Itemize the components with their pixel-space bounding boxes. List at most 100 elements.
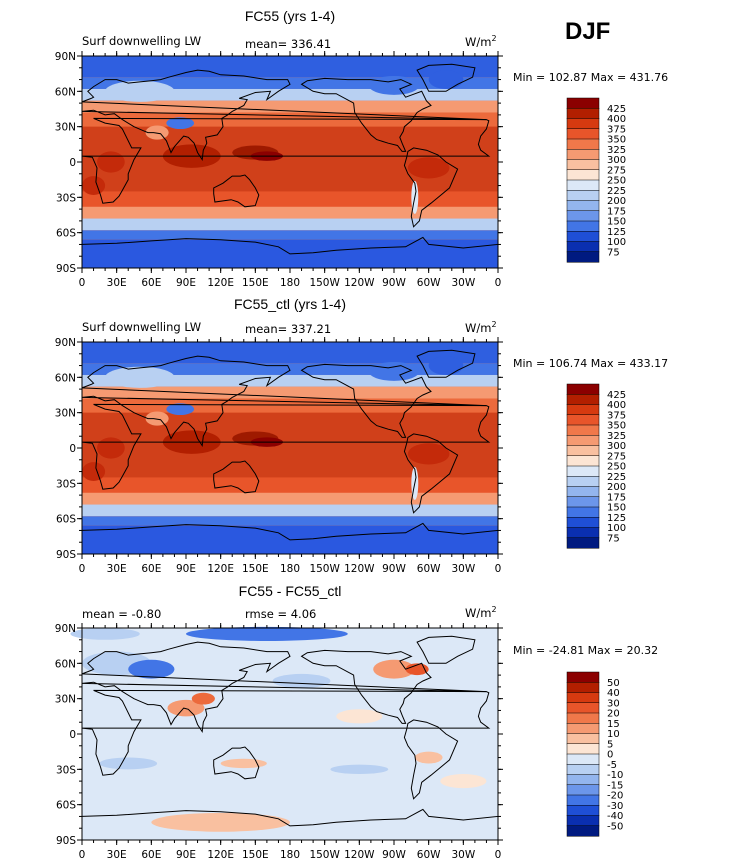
colorbar-label: 30 xyxy=(607,698,620,709)
panel-2-lon-label: 30E xyxy=(107,563,127,575)
colorbar-swatch xyxy=(566,435,600,447)
colorbar-label: 400 xyxy=(607,400,626,411)
panel-1-lon-label: 60W xyxy=(417,277,441,289)
colorbar-label: -20 xyxy=(607,791,623,802)
panel-3-lat-label: 30N xyxy=(55,694,76,706)
panel-1-variable-label: Surf downwelling LW xyxy=(82,34,202,48)
panel-1-lat-label: 90N xyxy=(55,51,76,63)
colorbar-swatch xyxy=(566,138,600,150)
panel-2-lon-label: 60E xyxy=(141,563,161,575)
panel-3-lat-label: 60N xyxy=(55,658,76,670)
panel-3-lat-label: 0 xyxy=(69,729,76,741)
panel-3-lat-label: 60S xyxy=(56,800,76,812)
colorbar-label: 20 xyxy=(607,709,620,720)
colorbar-label: 300 xyxy=(607,155,626,166)
colorbar-swatch xyxy=(566,825,600,837)
panel-2-lat-label: 90N xyxy=(55,337,76,349)
colorbar-label: 150 xyxy=(607,503,626,514)
colorbar-swatch xyxy=(566,517,600,529)
panel-3-lon-label: 150E xyxy=(242,849,269,861)
colorbar-swatch xyxy=(566,159,600,171)
panel-1-lon-label: 150W xyxy=(309,277,340,289)
colorbar-swatch xyxy=(566,733,600,745)
panel-3-lon-label: 120E xyxy=(207,849,234,861)
colorbar-label: 425 xyxy=(607,104,626,115)
colorbar-swatch xyxy=(566,210,600,222)
colorbar-label: 100 xyxy=(607,523,626,534)
panel-3-title: FC55 - FC55_ctl xyxy=(238,583,342,599)
colorbar-label: 10 xyxy=(607,729,620,740)
panel-1-lon-label: 60E xyxy=(141,277,161,289)
colorbar-label: 275 xyxy=(607,165,626,176)
colorbar-swatch xyxy=(566,179,600,191)
colorbar-label: 400 xyxy=(607,114,626,125)
colorbar-swatch xyxy=(566,774,600,786)
colorbar-label: 125 xyxy=(607,513,626,524)
colorbar-label: 300 xyxy=(607,441,626,452)
colorbar-swatch xyxy=(566,723,600,735)
colorbar-swatch xyxy=(566,682,600,694)
colorbar-label: -30 xyxy=(607,801,623,812)
panel-2-lon-label: 180 xyxy=(280,563,300,575)
colorbar-swatch xyxy=(566,692,600,704)
colorbar-label: 425 xyxy=(607,390,626,401)
panel-3-lon-label: 30W xyxy=(451,849,475,861)
panel-3-rmse-label: rmse = 4.06 xyxy=(245,607,317,621)
colorbar-label: 200 xyxy=(607,482,626,493)
colorbar-swatch xyxy=(566,424,600,436)
colorbar-swatch xyxy=(566,465,600,477)
panel-3-lon-label: 60E xyxy=(141,849,161,861)
colorbar-swatch xyxy=(566,383,600,395)
colorbar-label: 375 xyxy=(607,124,626,135)
panel-1-colorbar: 4254003753503253002752502252001751501251… xyxy=(566,97,626,263)
colorbar-label: -40 xyxy=(607,811,623,822)
panel-2-lat-label: 0 xyxy=(69,443,76,455)
colorbar-label: 350 xyxy=(607,135,626,146)
colorbar-swatch xyxy=(566,506,600,518)
colorbar-label: 375 xyxy=(607,410,626,421)
colorbar-label: -10 xyxy=(607,770,623,781)
colorbar-label: 175 xyxy=(607,492,626,503)
panel-1-mean-label: mean= 336.41 xyxy=(245,37,332,51)
panel-2-lat-label: 60N xyxy=(55,372,76,384)
panel-3-lat-label: 30S xyxy=(56,764,76,776)
panel-2-colorbar: 4254003753503253002752502252001751501251… xyxy=(566,383,626,549)
colorbar-label: 125 xyxy=(607,227,626,238)
panel-2-lon-label: 90E xyxy=(176,563,196,575)
panel-1-lat-label: 30S xyxy=(56,192,76,204)
colorbar-label: 350 xyxy=(607,421,626,432)
panel-3-lon-label: 180 xyxy=(280,849,300,861)
colorbar-swatch xyxy=(566,190,600,202)
panel-2-lon-label: 120E xyxy=(207,563,234,575)
colorbar-label: 325 xyxy=(607,145,626,156)
panel-2-lon-label: 0 xyxy=(495,563,502,575)
panel-1-lat-label: 60S xyxy=(56,228,76,240)
panel-3-units: W/m2 xyxy=(465,605,497,620)
colorbar-label: 200 xyxy=(607,196,626,207)
colorbar-label: 275 xyxy=(607,451,626,462)
colorbar-label: 225 xyxy=(607,472,626,483)
colorbar-swatch xyxy=(566,486,600,498)
colorbar-label: 15 xyxy=(607,719,620,730)
panel-1-lon-label: 0 xyxy=(79,277,86,289)
colorbar-swatch xyxy=(566,231,600,243)
panel-1-lon-label: 150E xyxy=(242,277,269,289)
colorbar-label: 40 xyxy=(607,688,620,699)
season-label: DJF xyxy=(565,18,611,45)
panel-2-lon-label: 30W xyxy=(451,563,475,575)
panel-2-minmax: Min = 106.74 Max = 433.17 xyxy=(513,357,669,370)
panel-1-lon-label: 0 xyxy=(495,277,502,289)
colorbar-label: 5 xyxy=(607,739,613,750)
colorbar-swatch xyxy=(566,784,600,796)
colorbar-label: 150 xyxy=(607,217,626,228)
colorbar-swatch xyxy=(566,764,600,776)
colorbar-swatch xyxy=(566,118,600,130)
colorbar-swatch xyxy=(566,712,600,724)
panel-3-lon-label: 120W xyxy=(344,849,375,861)
panel-3-mean-label: mean = -0.80 xyxy=(82,607,162,621)
panel-3-lon-label: 0 xyxy=(79,849,86,861)
